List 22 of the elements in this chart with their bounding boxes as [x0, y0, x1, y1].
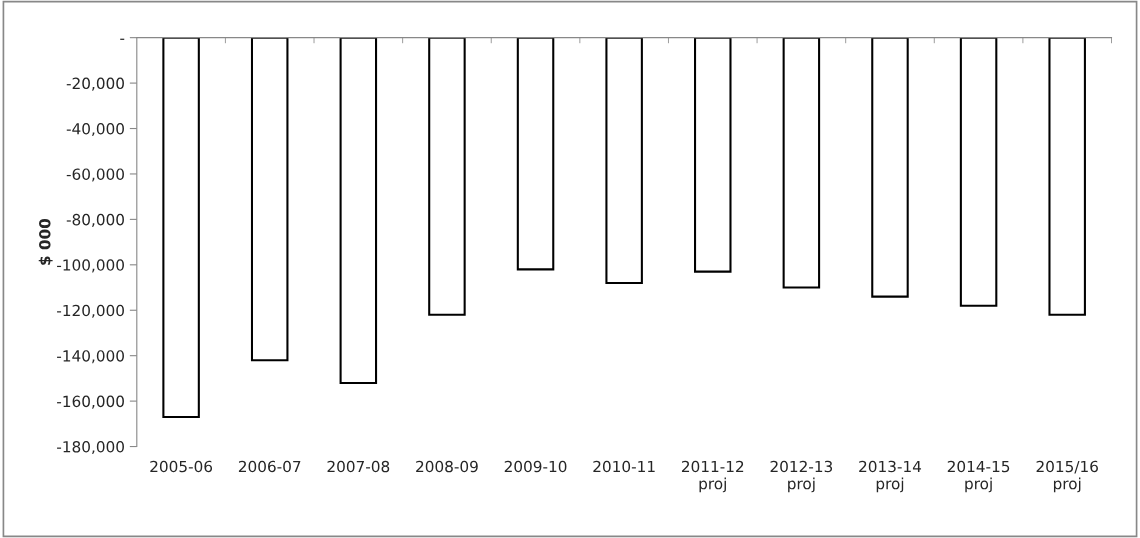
y-tick-label: -: [120, 38, 125, 40]
x-tick-label: 2008-09: [416, 460, 478, 473]
x-tick-label: 2012-13 proj: [770, 460, 833, 493]
y-tick-label: -40,000: [66, 122, 124, 137]
x-tick-label: 2006-07: [238, 460, 301, 473]
y-tick-label: -100,000: [57, 259, 124, 273]
x-tick-label: 2015/16 proj: [1036, 460, 1098, 493]
y-tick-label: -160,000: [57, 395, 124, 409]
x-tick-label: 2013-14 proj: [859, 460, 922, 493]
x-tick-label: 2010-11: [593, 460, 655, 473]
x-tick-label: 2014-15 proj: [947, 460, 1010, 493]
x-tick-label: 2007-08: [327, 460, 390, 473]
y-tick-label: -140,000: [57, 350, 124, 364]
x-tick-label: 2005-06: [150, 460, 213, 473]
y-tick-label: -120,000: [57, 304, 124, 318]
x-tick-label: 2011-12 proj: [681, 460, 744, 493]
y-tick-label: -20,000: [66, 77, 124, 91]
y-axis-title: $ 000: [38, 218, 53, 265]
x-tick-label: 2009-10: [504, 460, 567, 473]
y-tick-label: -180,000: [57, 441, 124, 455]
y-tick-label: -80,000: [66, 213, 124, 227]
y-tick-label: -60,000: [66, 168, 124, 182]
